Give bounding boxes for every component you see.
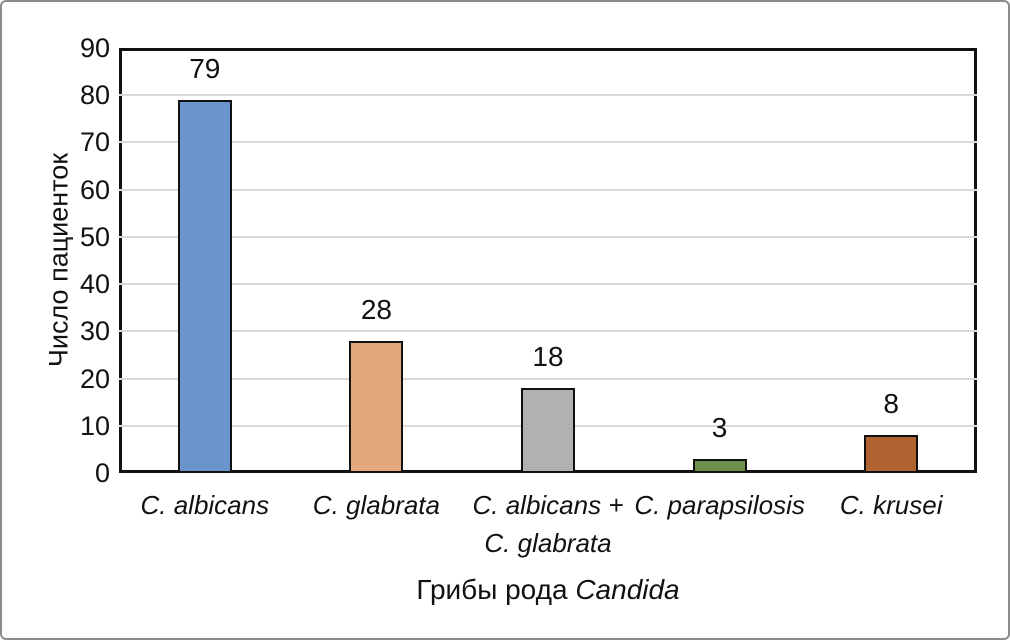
y-tick-label: 50 [79,221,110,252]
y-tick-label: 0 [94,458,110,488]
x-category-label: C. albicans + C. glabrata [472,490,624,558]
x-category-label: C. glabrata [312,490,440,520]
gridline [119,330,977,333]
y-tick-label: 10 [79,410,110,441]
gridline [119,141,977,144]
bar-value-label: 18 [532,341,564,372]
y-tick-label: 30 [79,316,110,347]
gridline [119,94,977,97]
bar [177,100,232,473]
y-tick-label: 20 [79,363,110,394]
gridline [119,188,977,191]
y-tick-label: 80 [79,80,110,111]
bar [349,341,404,473]
x-category-label: C. albicans [140,490,270,520]
x-axis-title-text: Грибы рода [416,574,568,605]
bar [864,435,919,473]
x-category-label: C. krusei [839,490,943,520]
bar-value-label: 79 [189,53,221,84]
bar-value-label: 28 [360,294,392,325]
y-tick-label: 40 [79,269,110,300]
bar [521,388,575,473]
x-axis-title-genus: Candida [575,574,680,605]
y-tick-label: 70 [79,127,110,158]
gridline [119,283,977,286]
x-axis-title: Грибы рода Candida [119,574,977,606]
x-category-label: C. parapsilosis [634,490,805,520]
gridline [119,235,977,238]
y-tick-label: 90 [79,33,110,63]
bar [692,459,747,473]
gridline [119,377,977,380]
bar-value-label: 8 [883,388,899,419]
y-tick-label: 60 [79,174,110,205]
bar-value-label: 3 [711,412,728,443]
